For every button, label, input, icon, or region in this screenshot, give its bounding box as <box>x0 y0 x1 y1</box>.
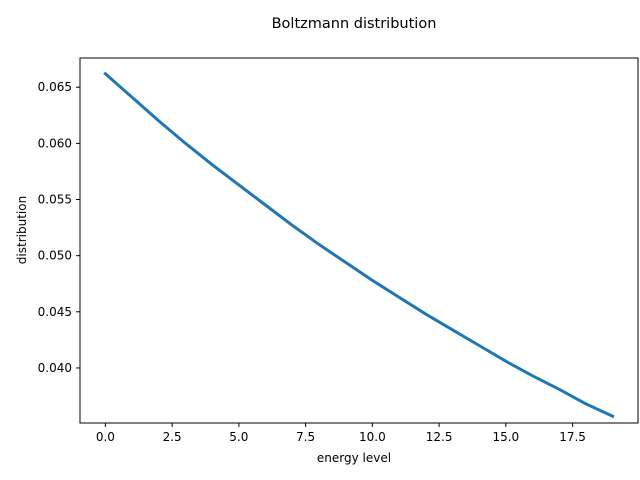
series-line <box>103 71 615 419</box>
x-tick-label: 10.0 <box>359 430 386 444</box>
y-tick-label: 0.055 <box>38 193 72 207</box>
x-tick-label: 2.5 <box>163 430 182 444</box>
y-axis: 0.040 0.045 0.050 0.055 0.060 0.065 <box>38 80 80 375</box>
x-tick-label: 0.0 <box>96 430 115 444</box>
x-tick-label: 7.5 <box>296 430 315 444</box>
x-axis-label: energy level <box>317 451 391 465</box>
chart-title: Boltzmann distribution <box>272 16 437 32</box>
y-tick-label: 0.040 <box>38 361 72 375</box>
y-tick-label: 0.050 <box>38 249 72 263</box>
x-tick-label: 17.5 <box>559 430 586 444</box>
plot-area <box>103 71 615 419</box>
y-tick-label: 0.065 <box>38 80 72 94</box>
x-tick-label: 15.0 <box>492 430 519 444</box>
y-axis-label: distribution <box>15 196 29 264</box>
x-axis: 0.0 2.5 5.0 7.5 10.0 12.5 15.0 17.5 <box>96 423 586 444</box>
axes-frame <box>79 57 639 424</box>
x-tick-label: 12.5 <box>426 430 453 444</box>
y-tick-label: 0.060 <box>38 136 72 150</box>
x-tick-label: 5.0 <box>229 430 248 444</box>
y-tick-label: 0.045 <box>38 305 72 319</box>
